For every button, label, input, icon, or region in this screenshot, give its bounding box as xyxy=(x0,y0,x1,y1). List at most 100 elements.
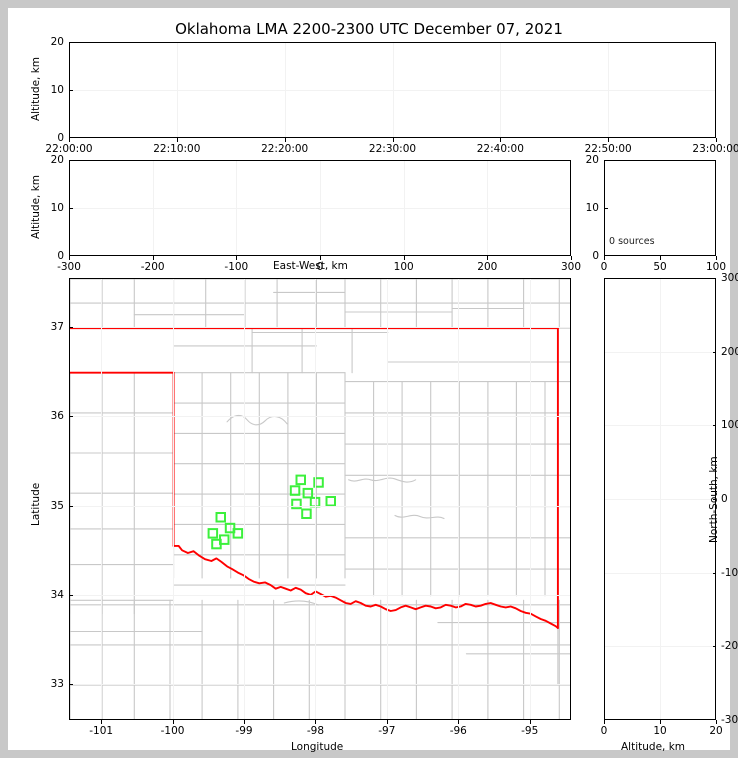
x-tick-label: 22:50:00 xyxy=(584,143,632,155)
x-tick-label: 20 xyxy=(709,725,723,737)
x-tick-label: 0 xyxy=(600,725,608,737)
y-tick-label: 36 xyxy=(50,410,64,423)
lma-source-marker xyxy=(215,512,226,523)
lma-source-marker xyxy=(207,528,219,539)
lma-source-marker xyxy=(289,485,301,496)
tick-mark-y xyxy=(604,208,608,209)
gridline-horizontal xyxy=(70,594,570,596)
lma-source-marker xyxy=(291,498,302,510)
y-tick-label: 0 xyxy=(721,493,728,505)
tick-mark-x xyxy=(716,138,717,142)
tick-mark-y xyxy=(712,499,716,500)
lma-source-marker xyxy=(325,496,336,507)
panel-altitude-histogram[interactable] xyxy=(604,160,716,256)
tick-mark-x xyxy=(403,256,405,260)
panel-ew-height-xlabel: East-West, km xyxy=(273,260,348,272)
gridline-vertical xyxy=(529,279,531,719)
y-tick-label: 200 xyxy=(721,345,738,358)
gridline-horizontal xyxy=(70,416,570,418)
x-tick-label: 10 xyxy=(653,725,667,737)
y-tick-label: 20 xyxy=(50,36,64,48)
x-tick-label: 0 xyxy=(316,261,324,273)
y-tick-label: -100 xyxy=(721,566,738,579)
tick-mark-x xyxy=(571,256,572,260)
lma-source-marker xyxy=(295,474,306,486)
gridline-horizontal xyxy=(70,208,570,209)
panel-ns-height-xlabel: Altitude, km xyxy=(621,741,686,753)
lma-source-marker xyxy=(211,538,222,550)
x-tick-label: -98 xyxy=(306,725,324,737)
x-tick-label: 22:30:00 xyxy=(368,143,417,155)
gridline-horizontal xyxy=(605,646,715,648)
x-tick-label: 100 xyxy=(393,261,414,273)
x-tick-label: -97 xyxy=(378,725,396,737)
tick-mark-x xyxy=(69,138,70,142)
tick-mark-x xyxy=(101,720,103,724)
tick-mark-y xyxy=(69,90,73,91)
y-tick-label: 20 xyxy=(585,154,599,166)
gridline-vertical xyxy=(244,279,245,719)
x-tick-label: -99 xyxy=(235,725,253,737)
x-tick-label: -96 xyxy=(449,725,467,737)
lma-source-marker xyxy=(224,522,236,534)
figure-title: Oklahoma LMA 2200-2300 UTC December 07, … xyxy=(175,20,563,38)
tick-mark-y xyxy=(69,327,73,329)
tick-mark-x xyxy=(716,720,717,724)
gridline-horizontal xyxy=(605,351,715,353)
tick-mark-x xyxy=(660,720,661,724)
tick-mark-x xyxy=(604,256,605,260)
x-tick-label: 50 xyxy=(653,261,667,273)
tick-mark-x xyxy=(604,720,605,724)
x-tick-label: 22:20:00 xyxy=(261,143,309,155)
y-tick-label: 0 xyxy=(592,250,599,262)
y-tick-label: 10 xyxy=(585,202,599,214)
tick-mark-x xyxy=(392,138,394,142)
x-tick-label: 300 xyxy=(560,261,582,273)
source-count-annotation: 0 sources xyxy=(609,236,655,247)
tick-mark-x xyxy=(660,256,661,260)
x-tick-label: -300 xyxy=(57,261,81,273)
tick-mark-x xyxy=(244,720,245,724)
y-tick-label: 10 xyxy=(50,84,64,96)
tick-mark-y xyxy=(712,572,716,574)
tick-mark-y xyxy=(69,416,73,418)
y-tick-label: 37 xyxy=(50,321,64,334)
tick-mark-y xyxy=(69,208,73,209)
tick-mark-y xyxy=(69,684,73,686)
x-tick-label: 23:00:00 xyxy=(692,143,738,155)
x-tick-label: -95 xyxy=(521,725,539,737)
panel-plan-view-map[interactable] xyxy=(69,278,571,720)
tick-mark-x xyxy=(716,256,717,260)
state-border-red-river xyxy=(172,544,559,629)
x-tick-label: 22:10:00 xyxy=(153,143,201,155)
y-tick-label: -200 xyxy=(721,640,738,653)
x-tick-label: -100 xyxy=(160,725,185,737)
tick-mark-x xyxy=(386,720,388,724)
y-tick-label: -300 xyxy=(721,714,738,726)
lma-source-marker xyxy=(232,528,244,539)
tick-mark-y xyxy=(712,351,716,353)
map-geography xyxy=(70,279,570,719)
gridline-horizontal xyxy=(70,684,570,686)
gridline-horizontal xyxy=(70,327,570,329)
x-tick-label: 200 xyxy=(477,261,498,273)
y-tick-label: 100 xyxy=(721,419,738,432)
gridline-horizontal xyxy=(605,572,715,574)
x-tick-label: 22:00:00 xyxy=(45,143,93,155)
tick-mark-x xyxy=(176,138,178,142)
tick-mark-x xyxy=(608,138,610,142)
y-tick-label: 34 xyxy=(50,588,64,601)
gridline-horizontal xyxy=(70,505,570,507)
gridline-vertical xyxy=(386,279,388,719)
gridline-vertical xyxy=(172,279,174,719)
lma-source-marker xyxy=(302,487,314,499)
figure-canvas: Oklahoma LMA 2200-2300 UTC December 07, … xyxy=(8,8,738,753)
tick-mark-y xyxy=(69,594,73,596)
y-tick-label: 0 xyxy=(57,250,64,262)
tick-mark-x xyxy=(458,720,460,724)
tick-mark-y xyxy=(712,425,716,427)
gridline-vertical xyxy=(101,279,103,719)
tick-mark-x xyxy=(152,256,154,260)
x-tick-label: 22:40:00 xyxy=(476,143,524,155)
river-boundary xyxy=(394,514,445,520)
